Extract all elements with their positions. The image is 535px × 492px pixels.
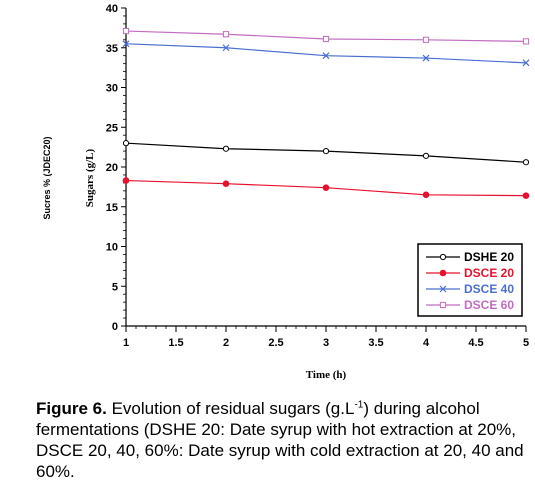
x-tick-label: 1.5 <box>168 337 183 349</box>
data-point-stroke <box>522 59 530 67</box>
data-point <box>322 52 330 60</box>
y-tick-label: 20 <box>106 162 118 174</box>
caption-text: Evolution of residual sugars (g.L <box>106 399 355 418</box>
legend-marker-stroke <box>439 285 447 293</box>
y-axis-secondary-title: Sucres % (JDEC20) <box>42 136 52 219</box>
series-line <box>125 43 527 64</box>
series <box>122 27 530 199</box>
x-tick-label: 3 <box>323 337 329 349</box>
data-point-stroke <box>422 54 430 62</box>
x-tick-label: 2 <box>223 337 229 349</box>
legend-label: DSHE 20 <box>464 250 514 264</box>
x-tick-label: 4.5 <box>468 337 483 349</box>
legend-marker <box>439 301 447 309</box>
data-point <box>322 148 330 155</box>
data-point <box>222 180 230 187</box>
series-dsce-60 <box>122 27 530 45</box>
y-tick-label: 0 <box>112 321 118 333</box>
data-point <box>322 184 330 191</box>
legend-item: DSCE 20 <box>426 266 514 280</box>
data-point <box>222 145 230 152</box>
data-point <box>122 177 130 184</box>
x-tick-label: 3.5 <box>368 337 383 349</box>
y-tick-label: 10 <box>106 242 118 254</box>
series-dshe-20 <box>122 140 530 166</box>
data-point-stroke <box>222 44 230 52</box>
ticks: 0 5 10 15 20 25 30 35 40 1 1.5 2 2.5 3 3.5 4 4.5 5 <box>106 3 529 349</box>
x-tick-label: 1 <box>123 337 129 349</box>
legend-label: DSCE 40 <box>464 282 514 296</box>
y-axis-title: Sugars (g/L) <box>84 148 96 207</box>
data-point <box>122 27 130 35</box>
data-point <box>522 59 530 67</box>
data-point <box>522 192 530 199</box>
legend-label: DSCE 20 <box>464 266 514 280</box>
y-tick-label: 15 <box>106 202 118 214</box>
caption-label: Figure 6. <box>36 399 107 418</box>
data-point <box>322 35 330 43</box>
legend-item: DSCE 60 <box>426 298 514 312</box>
data-point <box>222 31 230 38</box>
chart: 0 5 10 15 20 25 30 35 40 1 1.5 2 2.5 3 3.5 4 4.5 5 DSHE 2… <box>42 3 530 381</box>
y-tick-label: 30 <box>106 83 118 95</box>
data-point-stroke <box>122 40 130 48</box>
data-point <box>522 159 530 166</box>
data-point <box>122 40 130 48</box>
data-point <box>422 54 430 62</box>
legend-label: DSCE 60 <box>464 298 514 312</box>
legend-item: DSHE 20 <box>426 250 514 264</box>
y-tick-label: 5 <box>112 281 118 293</box>
caption-superscript: -1 <box>354 399 364 411</box>
legend-box <box>417 243 523 317</box>
legend: DSHE 20 DSCE 20 DSCE 40 DSCE 60 <box>417 243 523 317</box>
legend-marker <box>439 269 447 277</box>
x-tick-label: 4 <box>423 337 430 349</box>
y-tick-label: 25 <box>106 122 118 134</box>
legend-marker <box>439 285 447 293</box>
x-axis-title: Time (h) <box>306 369 347 381</box>
x-tick-label: 5 <box>523 337 529 349</box>
data-point <box>422 36 430 43</box>
y-tick-label: 40 <box>106 3 118 15</box>
data-point <box>422 152 430 159</box>
data-point <box>522 38 530 45</box>
y-tick-label: 35 <box>106 43 118 55</box>
caption-text-end: ) during alcohol fermentations (DSHE 20:… <box>36 399 524 481</box>
legend-item: DSCE 40 <box>426 282 514 296</box>
series-dsce-20 <box>122 177 530 199</box>
data-point <box>122 140 130 147</box>
series-dsce-40 <box>122 40 530 67</box>
figure-caption: Figure 6. Evolution of residual sugars (… <box>36 398 526 482</box>
x-tick-label: 2.5 <box>268 337 283 349</box>
legend-marker <box>439 253 447 261</box>
data-point-stroke <box>322 52 330 60</box>
data-point <box>222 44 230 52</box>
data-point <box>422 191 430 199</box>
